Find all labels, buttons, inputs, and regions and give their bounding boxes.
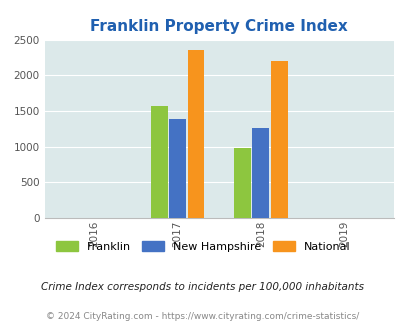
Bar [151,106,167,218]
Title: Franklin Property Crime Index: Franklin Property Crime Index [90,19,347,34]
Bar [187,50,204,218]
Bar [252,128,269,218]
Bar [169,119,185,218]
Bar [270,61,287,218]
Text: Crime Index corresponds to incidents per 100,000 inhabitants: Crime Index corresponds to incidents per… [41,282,364,292]
Bar [234,148,250,218]
Text: © 2024 CityRating.com - https://www.cityrating.com/crime-statistics/: © 2024 CityRating.com - https://www.city… [46,312,359,321]
Legend: Franklin, New Hampshire, National: Franklin, New Hampshire, National [51,237,354,256]
